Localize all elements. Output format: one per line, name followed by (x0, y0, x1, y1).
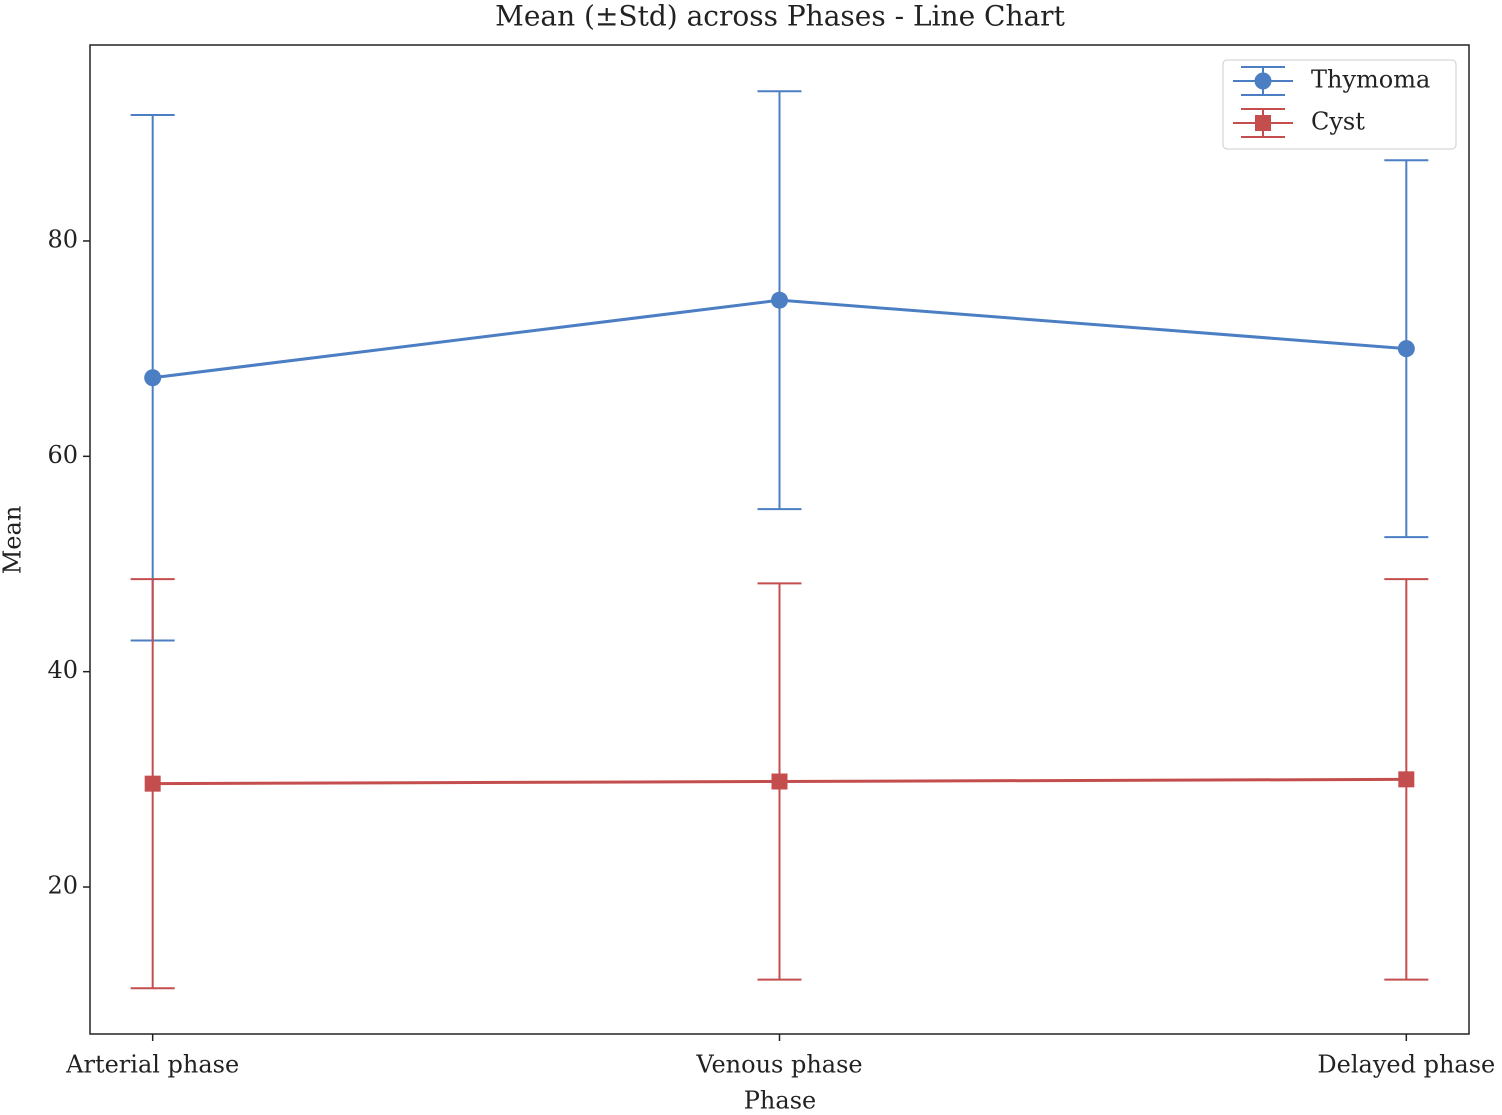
y-axis-label: Mean (0, 506, 27, 575)
x-tick-label: Venous phase (695, 1051, 862, 1079)
legend-box (1222, 59, 1457, 150)
y-tick-label: 60 (47, 441, 78, 469)
x-axis-label: Phase (744, 1087, 816, 1115)
legend-label: Cyst (1311, 108, 1365, 136)
data-point (771, 291, 788, 309)
data-point (1397, 340, 1415, 358)
y-tick-label: 80 (47, 225, 78, 253)
legend-label: Thymoma (1311, 66, 1430, 94)
x-tick-label: Arterial phase (65, 1051, 239, 1079)
data-point (1398, 771, 1415, 788)
y-tick-label: 20 (47, 872, 78, 900)
x-tick-label: Delayed phase (1317, 1051, 1495, 1079)
data-point (771, 773, 788, 790)
y-tick-label: 40 (47, 656, 78, 684)
data-point (144, 775, 161, 792)
legend-marker (1254, 72, 1272, 90)
data-point (144, 369, 162, 387)
legend-marker (1255, 115, 1271, 131)
chart-title: Mean (±Std) across Phases - Line Chart (495, 0, 1065, 33)
